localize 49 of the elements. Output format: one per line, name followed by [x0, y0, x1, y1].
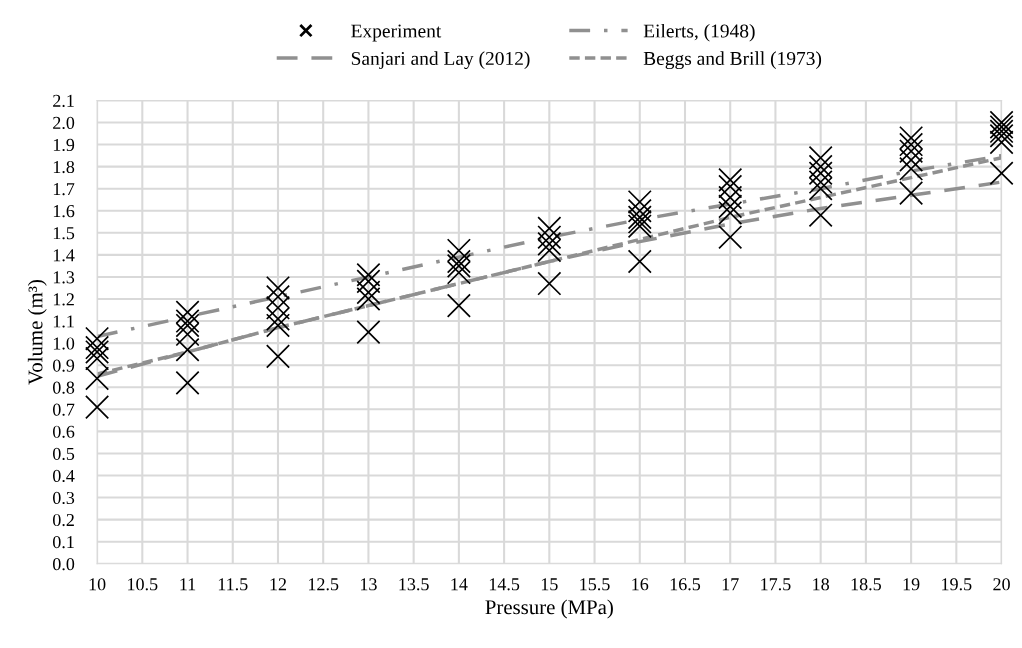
y-tick-label: 0.9 [52, 359, 75, 372]
y-tick-label: 0.8 [52, 381, 75, 394]
x-tick-label: 11.5 [218, 578, 248, 591]
y-tick-label: 1.2 [53, 293, 74, 306]
x-tick-label: 13.5 [399, 578, 429, 591]
y-axis-title: Volume (m³) [27, 280, 47, 385]
y-tick-label: 1.8 [53, 160, 75, 174]
y-tick-label: 0.1 [52, 535, 74, 549]
y-tick-label: 0.7 [52, 403, 75, 416]
y-tick-label: 0.0 [52, 558, 75, 571]
legend-label: Sanjari and Lay (2012) [351, 51, 530, 70]
y-tick-label: 2.1 [53, 94, 74, 107]
y-tick-label: 0.3 [52, 491, 75, 505]
y-tick-label: 1.7 [53, 183, 75, 196]
x-tick-label: 12.5 [309, 578, 339, 591]
x-tick-label: 18 [813, 578, 830, 591]
y-tick-label: 1.5 [53, 227, 75, 240]
y-tick-label: 1.6 [53, 205, 75, 218]
x-tick-label: 17.5 [761, 578, 791, 591]
x-tick-label: 14.5 [489, 578, 520, 591]
y-tick-label: 1.4 [53, 249, 75, 262]
y-tick-label: 0.5 [52, 447, 75, 460]
y-tick-label: 1.0 [53, 337, 75, 350]
x-tick-label: 13 [360, 578, 377, 591]
x-tick-label: 10 [89, 578, 106, 591]
y-tick-label: 0.6 [52, 425, 75, 438]
x-tick-label: 15.5 [580, 578, 610, 591]
x-tick-label: 17 [722, 578, 739, 591]
x-tick-label: 20 [993, 578, 1010, 591]
x-tick-label: 19 [903, 578, 920, 591]
x-tick-label: 19.5 [942, 578, 972, 591]
y-tick-label: 0.2 [52, 513, 74, 527]
x-tick-label: 16 [632, 578, 649, 591]
y-tick-label: 2.0 [53, 116, 75, 130]
y-tick-label: 1.1 [53, 315, 74, 328]
x-tick-label: 14 [451, 578, 468, 591]
x-axis-title: Pressure (MPa) [485, 599, 613, 619]
y-tick-label: 1.9 [53, 138, 75, 152]
y-tick-label: 1.3 [53, 271, 75, 284]
legend-label: Experiment [351, 24, 442, 42]
x-tick-label: 18.5 [851, 578, 881, 591]
legend-label: Eilerts, (1948) [643, 23, 755, 42]
x-tick-label: 12 [270, 578, 287, 591]
x-tick-label: 11 [180, 578, 196, 591]
legend-label: Beggs and Brill (1973) [643, 51, 822, 70]
x-tick-label: 10.5 [128, 578, 158, 591]
x-tick-label: 15 [541, 578, 558, 591]
x-tick-label: 16.5 [670, 578, 701, 591]
y-tick-label: 0.4 [52, 469, 75, 483]
